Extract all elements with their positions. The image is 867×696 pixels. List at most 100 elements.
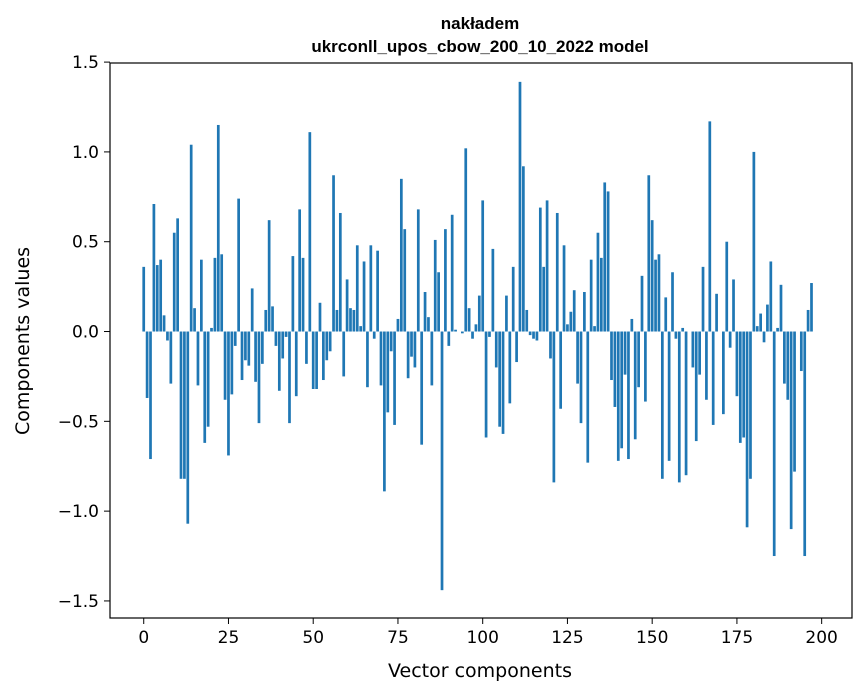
bar-178 — [745, 331, 749, 528]
plot-frame — [109, 62, 853, 619]
bar-21 — [213, 257, 217, 332]
bar-130 — [583, 292, 586, 332]
bar-121 — [552, 331, 556, 483]
bar-67 — [369, 245, 373, 332]
bar-148 — [644, 331, 647, 402]
bar-85 — [430, 331, 434, 386]
bar-179 — [749, 331, 752, 479]
bar-126 — [569, 311, 573, 332]
bar-46 — [298, 209, 302, 332]
x-tick-label: 0 — [138, 628, 149, 648]
bar-38 — [271, 306, 274, 332]
bar-112 — [522, 166, 525, 332]
bar-100 — [481, 200, 485, 332]
bar-52 — [318, 302, 322, 332]
bar-113 — [525, 309, 529, 332]
bar-158 — [677, 331, 681, 483]
bar-195 — [803, 331, 807, 557]
bar-180 — [752, 151, 756, 332]
bar-173 — [728, 331, 732, 348]
x-tick-label: 25 — [218, 628, 240, 648]
x-tick-label: 175 — [721, 628, 753, 648]
bar-138 — [610, 331, 613, 381]
bar-7 — [166, 331, 169, 341]
bar-172 — [725, 241, 729, 332]
bar-35 — [261, 331, 264, 364]
bar-107 — [505, 295, 508, 332]
bar-9 — [172, 232, 176, 332]
bar-94 — [461, 331, 464, 334]
bar-72 — [386, 331, 390, 413]
bar-15 — [193, 308, 196, 332]
chart-title-line-1: nakładem — [441, 14, 519, 33]
bar-69 — [376, 250, 379, 332]
bar-25 — [227, 331, 230, 456]
bar-60 — [345, 279, 349, 332]
bar-23 — [220, 254, 224, 332]
bar-43 — [288, 331, 291, 424]
bar-37 — [267, 220, 271, 332]
bar-14 — [189, 144, 193, 332]
bar-155 — [667, 331, 671, 461]
bar-140 — [616, 331, 620, 461]
bar-142 — [623, 331, 627, 375]
bar-181 — [755, 326, 759, 332]
chart-title-line-2: ukrconll_upos_cbow_200_10_2022 model — [311, 37, 648, 56]
bar-6 — [162, 315, 166, 332]
x-tick-label: 75 — [387, 628, 409, 648]
bar-123 — [559, 331, 563, 409]
bar-104 — [494, 331, 498, 368]
bar-145 — [633, 331, 637, 440]
bar-141 — [620, 331, 624, 449]
bar-105 — [498, 331, 501, 427]
bar-68 — [372, 331, 376, 339]
bar-86 — [433, 239, 437, 332]
bar-134 — [596, 232, 600, 332]
bar-99 — [477, 295, 481, 332]
bar-196 — [806, 309, 810, 332]
x-tick-label: 125 — [551, 628, 583, 648]
bar-119 — [545, 200, 549, 332]
bar-177 — [742, 331, 746, 438]
bar-185 — [769, 261, 773, 332]
bar-26 — [230, 331, 234, 395]
bar-58 — [338, 212, 342, 332]
bar-156 — [671, 272, 674, 332]
bar-150 — [650, 220, 654, 332]
bar-36 — [264, 309, 268, 332]
bar-152 — [657, 254, 661, 332]
bar-65 — [362, 261, 366, 332]
bar-182 — [759, 313, 762, 332]
bar-4 — [155, 265, 159, 332]
bar-189 — [783, 331, 786, 384]
bar-27 — [233, 331, 237, 346]
bar-154 — [664, 297, 668, 332]
bar-160 — [684, 331, 688, 476]
bar-153 — [660, 331, 664, 479]
bar-11 — [179, 331, 183, 479]
bar-114 — [528, 331, 532, 336]
bar-111 — [518, 81, 522, 332]
bar-42 — [284, 331, 288, 337]
bar-17 — [200, 259, 203, 332]
bar-49 — [308, 132, 312, 332]
bar-169 — [715, 293, 718, 332]
bar-110 — [515, 331, 518, 363]
bar-96 — [467, 308, 471, 332]
bar-31 — [247, 331, 251, 366]
bar-87 — [437, 272, 440, 332]
bar-39 — [274, 331, 278, 346]
bar-191 — [789, 331, 793, 530]
bar-151 — [654, 259, 657, 332]
x-tick-label: 50 — [302, 628, 324, 648]
bar-149 — [647, 175, 651, 332]
bar-175 — [735, 331, 739, 397]
bar-2 — [149, 331, 152, 460]
bar-163 — [694, 331, 698, 442]
bar-197 — [810, 283, 813, 332]
bar-97 — [471, 331, 474, 339]
x-axis-ticks: 0 25 50 75 100 125 150 175 200 — [138, 618, 838, 648]
bar-5 — [159, 259, 163, 332]
bar-115 — [532, 331, 535, 339]
bar-137 — [606, 191, 610, 332]
